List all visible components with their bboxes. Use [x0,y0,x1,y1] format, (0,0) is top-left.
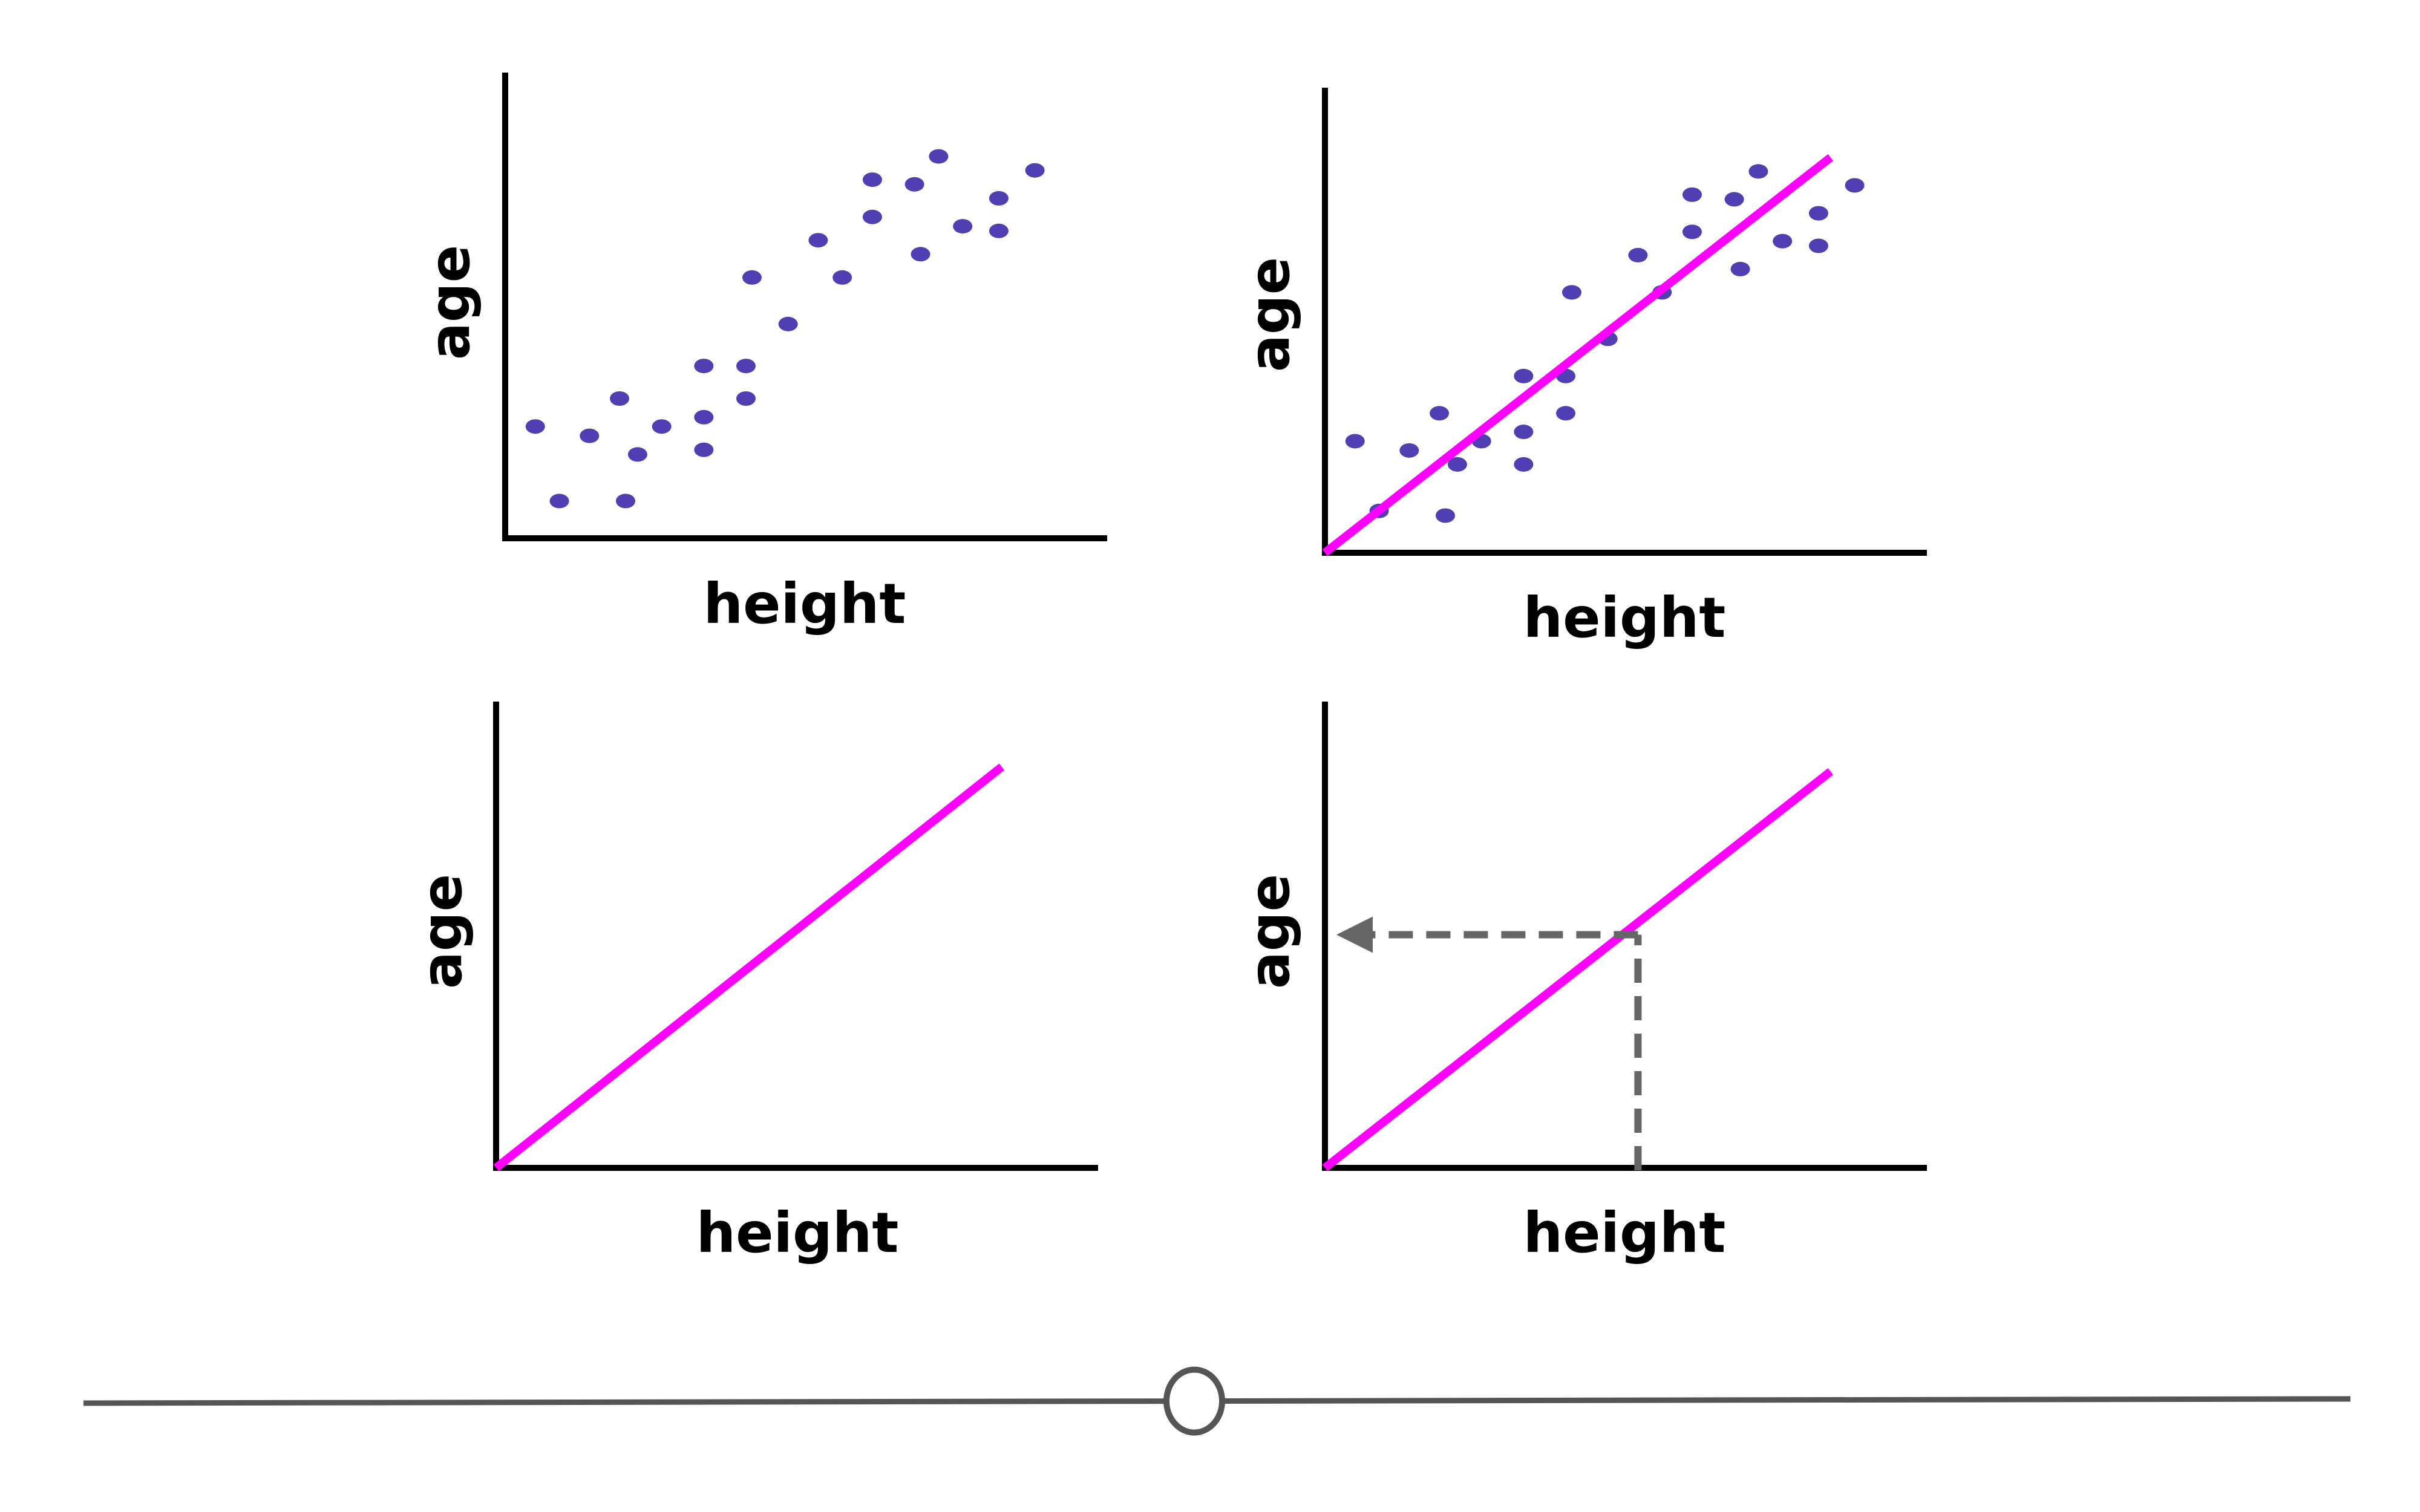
panel-scatter: height age [417,73,1107,636]
data-point [929,149,949,164]
data-point [1430,406,1450,421]
data-point [1514,457,1534,472]
fit-layer [1322,154,1834,556]
data-point [1399,443,1419,458]
timeline-knob[interactable] [1163,1366,1226,1436]
data-point [1808,238,1828,253]
points-layer [1345,164,1865,523]
data-point [1514,425,1534,440]
data-point [904,177,924,192]
panel-scatter-fit: height age [1237,88,1927,650]
data-point [627,447,647,462]
y-axis-title: age [1237,257,1302,372]
panel-fit-line: height age [410,702,1098,1265]
data-point [694,359,714,374]
data-point [1748,164,1768,179]
data-point [862,209,882,224]
data-point [1730,261,1750,276]
data-point [1773,233,1793,249]
data-point [694,409,714,425]
y-axis-title: age [410,874,474,989]
fit-line [1322,768,1834,1171]
data-point [862,172,882,187]
guide-layer [1336,916,1642,1170]
data-point [1682,224,1702,240]
fit-layer [493,763,1005,1171]
x-axis-title: height [704,572,906,636]
data-point [1724,192,1744,207]
points-layer [525,149,1045,509]
fit-layer [1322,768,1834,1171]
data-point [832,270,852,285]
data-point [1025,163,1045,178]
data-point [989,223,1009,238]
data-point [1682,187,1702,202]
data-point [953,219,973,234]
timeline-slider[interactable] [83,1366,2351,1436]
data-point [736,391,756,406]
data-point [1556,406,1575,421]
data-point [652,419,672,434]
data-point [1436,508,1455,523]
y-axis-title: age [417,245,482,360]
x-axis-title: height [1523,1201,1726,1265]
data-point [778,316,798,331]
data-point [1447,457,1467,472]
x-axis-title: height [1523,585,1726,650]
data-point [525,419,545,434]
data-point [694,442,714,457]
data-point [742,270,762,285]
data-point [911,247,930,262]
data-point [1808,206,1828,221]
x-axis-title: height [696,1201,899,1265]
data-point [1628,247,1648,262]
data-point [1562,285,1581,300]
data-point [736,359,756,374]
fit-line [1322,154,1834,556]
data-point [580,428,600,443]
panel-prediction: height age [1237,702,1927,1265]
data-point [549,494,569,509]
data-point [1345,434,1365,449]
fit-line [493,763,1005,1171]
data-point [1514,368,1534,383]
data-point [808,233,828,248]
y-axis-title: age [1237,874,1302,989]
data-point [616,494,635,509]
data-point [610,391,630,406]
data-point [1845,178,1865,193]
data-point [989,191,1009,206]
